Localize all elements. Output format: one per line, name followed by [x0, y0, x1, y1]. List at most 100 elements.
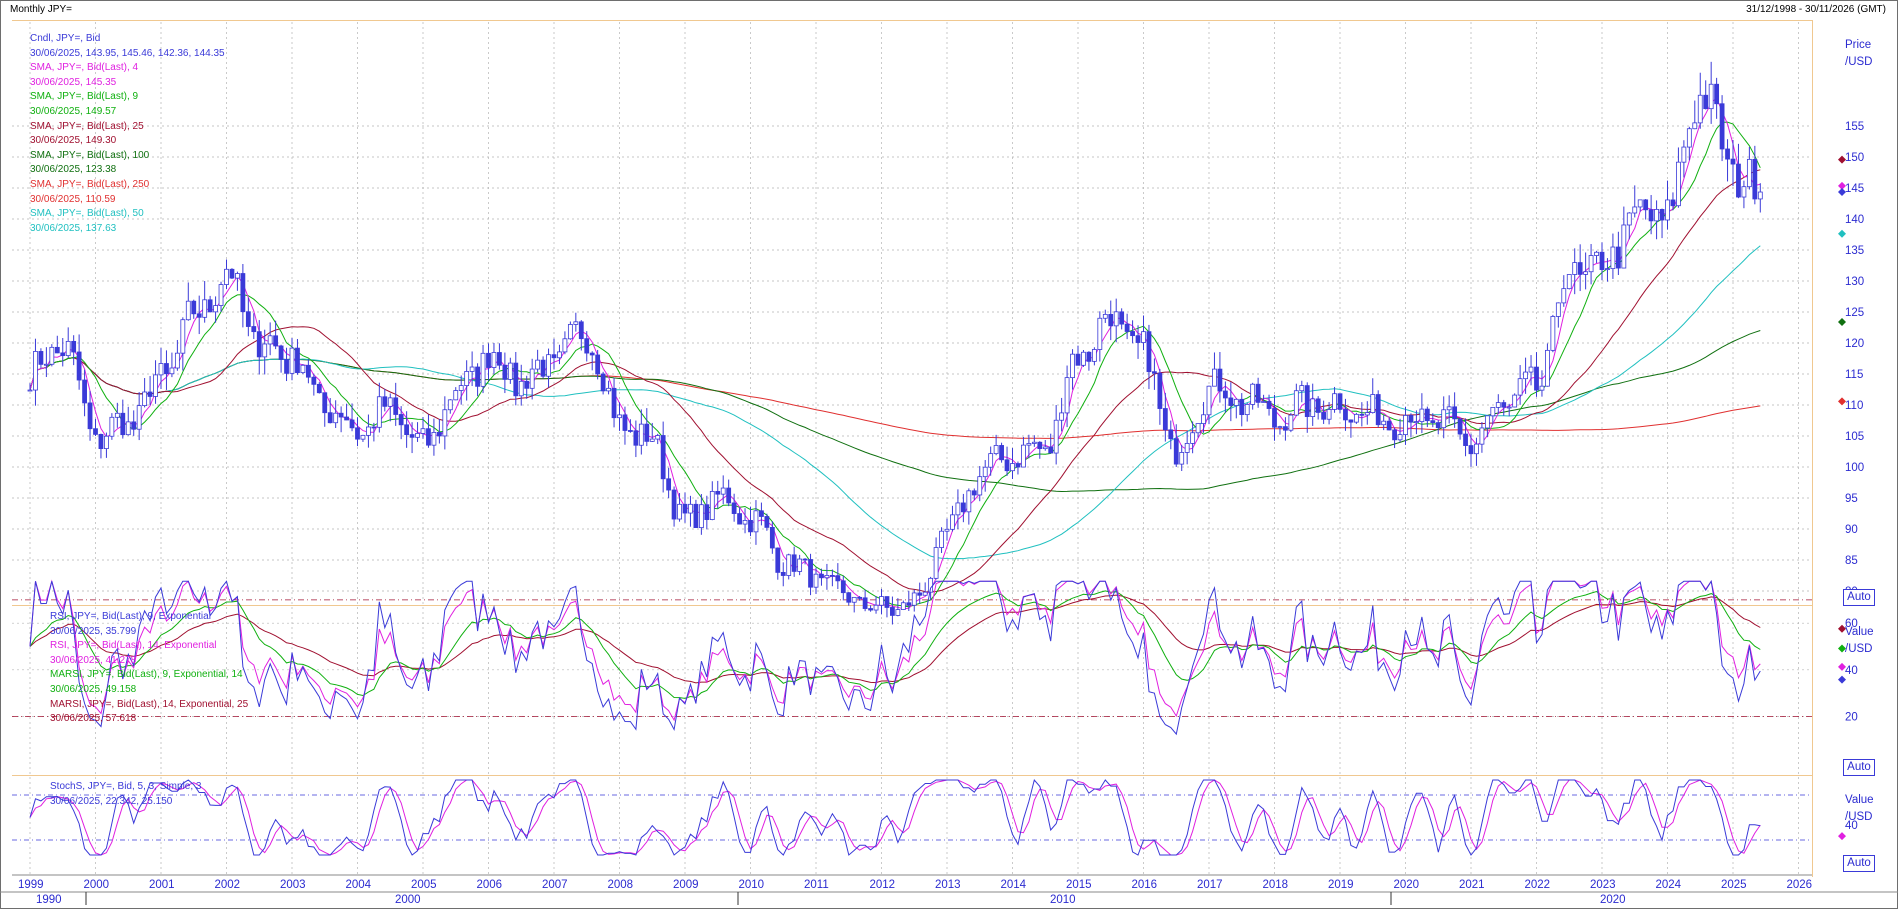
year-tick-label: 2025 [1721, 879, 1747, 891]
candle-body [709, 491, 715, 520]
candle-body [748, 519, 753, 533]
candle-body [775, 547, 781, 573]
candle-body [1299, 385, 1305, 392]
candle-body [1561, 288, 1567, 304]
candle-body [993, 445, 999, 455]
candle-body [1010, 463, 1015, 472]
candle-body [60, 352, 66, 357]
candle-body [125, 421, 131, 436]
candle-body [54, 346, 60, 354]
candle-body [715, 491, 721, 495]
rsi-auto-scale-button[interactable]: Auto [1843, 759, 1875, 776]
candle-body [1277, 426, 1283, 429]
legend-stoch-value: 30/06/2025, 22.342, 25.150 [50, 795, 173, 807]
legend-rsi14-title: RSI, JPY=, Bid(Last), 14, Exponential [50, 640, 217, 652]
year-tick-label: 2023 [1590, 879, 1616, 891]
candle-body [840, 580, 846, 594]
candle-body [879, 596, 884, 606]
candle-body [742, 519, 748, 525]
candle-body [93, 428, 98, 435]
candle-body [753, 510, 759, 533]
price-tick-label: 105 [1845, 431, 1864, 443]
candle-body [1332, 393, 1337, 410]
candle-body [1501, 402, 1507, 408]
candle-body [458, 385, 464, 391]
candle-body [1414, 421, 1419, 424]
stoch-panel[interactable] [12, 775, 1812, 878]
candle-body [688, 503, 693, 514]
candle-body [693, 503, 699, 529]
sma250-line [29, 357, 1761, 439]
candle-body [1583, 271, 1589, 275]
candle-body [1517, 378, 1523, 396]
candle-body [884, 596, 890, 608]
candle-body [1746, 158, 1752, 188]
candle-body [120, 412, 126, 436]
candle-body [1621, 224, 1627, 269]
stoch-auto-scale-button[interactable]: Auto [1843, 855, 1875, 872]
candle-body [1288, 414, 1294, 431]
year-tick-label: 2016 [1132, 879, 1158, 891]
candle-body [1545, 349, 1550, 387]
candle-body [131, 421, 137, 430]
candle-body [147, 391, 153, 397]
candle-body [1272, 408, 1277, 428]
candle-body [1141, 331, 1146, 343]
candle-body [518, 380, 524, 397]
price-axis-title-line1: Price [1845, 39, 1872, 51]
candle-body [436, 432, 442, 437]
candle-body [295, 347, 300, 374]
legend-sma100-title: SMA, JPY=, Bid(Last), 100 [30, 149, 150, 161]
candle-body [1102, 313, 1108, 319]
candle-body [573, 321, 579, 325]
candle-body [398, 414, 404, 426]
price-axis-title-line2: /USD [1845, 56, 1873, 68]
candle-body [1064, 377, 1070, 414]
candle-body [420, 428, 426, 434]
candle-body [1091, 349, 1097, 362]
legend-sma4-title: SMA, JPY=, Bid(Last), 4 [30, 62, 139, 74]
price-auto-scale-button[interactable]: Auto [1843, 589, 1875, 606]
rsi-tick-label: 40 [1845, 665, 1858, 677]
marsi9-marker [1838, 644, 1846, 653]
candlesticks [27, 61, 1763, 625]
last-value-markers [1838, 155, 1846, 841]
year-tick-label: 2018 [1263, 879, 1289, 891]
rsi-series [29, 579, 1761, 736]
candle-body [1168, 429, 1174, 440]
candle-body [829, 574, 835, 577]
candle-body [1173, 438, 1179, 465]
candle-body [1714, 83, 1720, 105]
candle-body [464, 371, 470, 386]
candle-body [628, 430, 633, 432]
candle-body [1725, 148, 1730, 160]
candle-body [43, 363, 49, 366]
candle-body [704, 504, 710, 520]
candle-body [578, 321, 584, 340]
candle-body [1086, 351, 1092, 362]
candle-body [109, 416, 115, 437]
candle-body [791, 554, 797, 572]
candle-body [1021, 444, 1026, 468]
candle-body [933, 547, 939, 579]
candle-body [415, 433, 420, 438]
price-panel[interactable] [12, 20, 1812, 606]
candle-body [595, 354, 601, 375]
candle-body [1457, 418, 1463, 435]
candle-body [1528, 366, 1534, 373]
year-tick-label: 2008 [608, 879, 634, 891]
candle-body [1523, 371, 1528, 380]
candle-body [1201, 414, 1206, 424]
candle-body [1179, 452, 1185, 465]
candle-body [158, 363, 164, 376]
candle-body [862, 597, 868, 609]
marsi9-line [29, 590, 1761, 699]
sma4-line [29, 97, 1761, 610]
year-tick-label: 1999 [18, 879, 44, 891]
candle-body [153, 374, 158, 397]
year-tick-label: 2020 [1394, 879, 1420, 891]
candle-body [507, 362, 513, 380]
candle-body [1108, 313, 1114, 327]
candle-body [174, 352, 180, 369]
